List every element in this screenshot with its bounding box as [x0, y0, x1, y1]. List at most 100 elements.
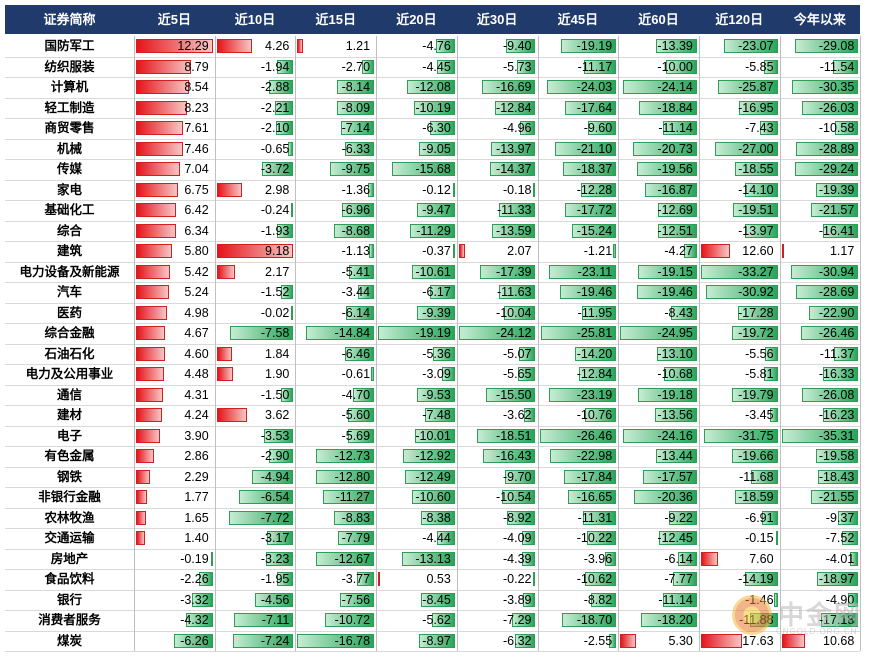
value-label: -2.55	[583, 633, 613, 648]
value-label: -7.58	[260, 326, 290, 340]
value-label: -22.98	[576, 449, 613, 463]
value-label: -35.31	[818, 428, 855, 443]
value-label: -4.76	[422, 39, 451, 53]
value-cell: -1.36	[295, 180, 376, 200]
negative-bar	[567, 490, 617, 504]
value-cell: -12.92	[376, 446, 457, 466]
value-cell: -11.68	[699, 467, 780, 487]
value-label: -13.44	[657, 449, 693, 463]
positive-bar	[136, 449, 154, 463]
value-label: -18.55	[738, 162, 774, 176]
value-cell: -8.38	[376, 508, 457, 528]
negative-bar	[658, 223, 697, 238]
negative-bar	[452, 244, 455, 258]
value-cell: -2.21	[215, 98, 296, 118]
negative-bar	[658, 531, 697, 545]
negative-bar	[562, 162, 617, 176]
value-cell: -20.73	[618, 139, 699, 159]
sector-name: 煤炭	[56, 633, 82, 648]
value-label: -26.46	[818, 326, 855, 340]
value-label: 1.21	[345, 39, 371, 53]
negative-bar	[823, 408, 859, 422]
negative-bar	[252, 469, 294, 484]
value-label: -10.22	[576, 531, 613, 545]
value-cell: -9.40	[457, 36, 538, 56]
value-label: -2.70	[341, 59, 371, 74]
value-cell: -1.21	[538, 241, 619, 261]
value-cell: 5.80	[134, 241, 215, 261]
value-cell: -20.36	[618, 487, 699, 507]
value-cell: -9.47	[376, 200, 457, 220]
value-cell: -5.07	[457, 344, 538, 364]
value-label: -6.33	[341, 141, 371, 156]
value-label: -5.60	[341, 408, 371, 422]
value-cell: -24.95	[618, 323, 699, 343]
negative-bar	[339, 592, 375, 607]
value-label: 2.98	[265, 182, 290, 197]
value-label: -21.55	[818, 490, 855, 504]
negative-bar	[498, 285, 536, 299]
value-label: -16.65	[576, 490, 613, 504]
value-cell: -11.29	[376, 221, 457, 241]
value-label: -12.69	[657, 203, 693, 217]
value-label: -7.79	[341, 531, 371, 545]
value-cell: -6.46	[295, 344, 376, 364]
value-cell: -9.60	[538, 118, 619, 138]
negative-bar	[507, 510, 536, 525]
positive-bar	[781, 633, 805, 648]
value-cell: -30.35	[780, 77, 861, 97]
value-label: -8.83	[341, 510, 371, 525]
negative-bar	[442, 367, 455, 381]
value-cell: -10.04	[457, 303, 538, 323]
value-label: -24.12	[496, 326, 532, 340]
negative-bar	[764, 59, 778, 74]
negative-bar	[482, 80, 536, 94]
value-cell: -1.93	[215, 221, 296, 241]
value-cell: -0.22	[457, 569, 538, 589]
column-header: 近15日	[315, 12, 356, 27]
negative-bar	[334, 223, 375, 238]
value-cell: -7.58	[215, 323, 296, 343]
value-label: -3.72	[260, 162, 290, 176]
sector-name: 基础化工	[44, 203, 95, 217]
negative-bar	[269, 449, 294, 463]
value-label: -14.10	[738, 182, 774, 197]
value-cell: -10.76	[538, 405, 619, 425]
negative-bar	[210, 551, 213, 566]
value-cell: -5.69	[295, 426, 376, 446]
value-label: 5.30	[668, 633, 693, 648]
value-label: -4.70	[341, 387, 371, 402]
value-label: -17.39	[496, 264, 532, 279]
value-cell: -6.91	[699, 508, 780, 528]
value-label: -10.19	[415, 100, 451, 115]
value-label: -4.94	[260, 469, 290, 484]
value-label: -14.20	[576, 346, 613, 361]
value-cell: -18.70	[538, 610, 619, 630]
value-label: -26.46	[576, 428, 613, 443]
value-cell: -6.32	[457, 631, 538, 651]
table-row: 建材 4.24 3.62 -5.60 -7.48 -3.62 -10.76 -13.56 -3.…	[5, 405, 860, 427]
value-label: -24.95	[657, 326, 693, 340]
value-cell: -25.87	[699, 77, 780, 97]
value-cell: -4.90	[780, 590, 861, 610]
value-cell: -10.68	[618, 364, 699, 384]
negative-bar	[774, 592, 778, 607]
negative-bar	[731, 387, 778, 402]
value-label: -11.31	[577, 510, 613, 525]
value-cell: 7.04	[134, 159, 215, 179]
value-label: -19.79	[738, 387, 774, 402]
negative-bar	[337, 100, 375, 115]
negative-bar	[800, 326, 859, 340]
negative-bar	[378, 326, 455, 340]
negative-bar	[523, 408, 536, 422]
value-label: -22.90	[818, 305, 855, 320]
negative-bar	[452, 182, 455, 197]
value-cell: -2.70	[295, 57, 376, 77]
negative-bar	[555, 141, 617, 156]
value-label: -19.72	[738, 326, 774, 340]
negative-bar	[541, 326, 617, 340]
negative-bar	[737, 305, 778, 320]
value-cell: -23.19	[538, 385, 619, 405]
value-cell: -7.24	[215, 631, 296, 651]
negative-bar	[418, 633, 455, 648]
